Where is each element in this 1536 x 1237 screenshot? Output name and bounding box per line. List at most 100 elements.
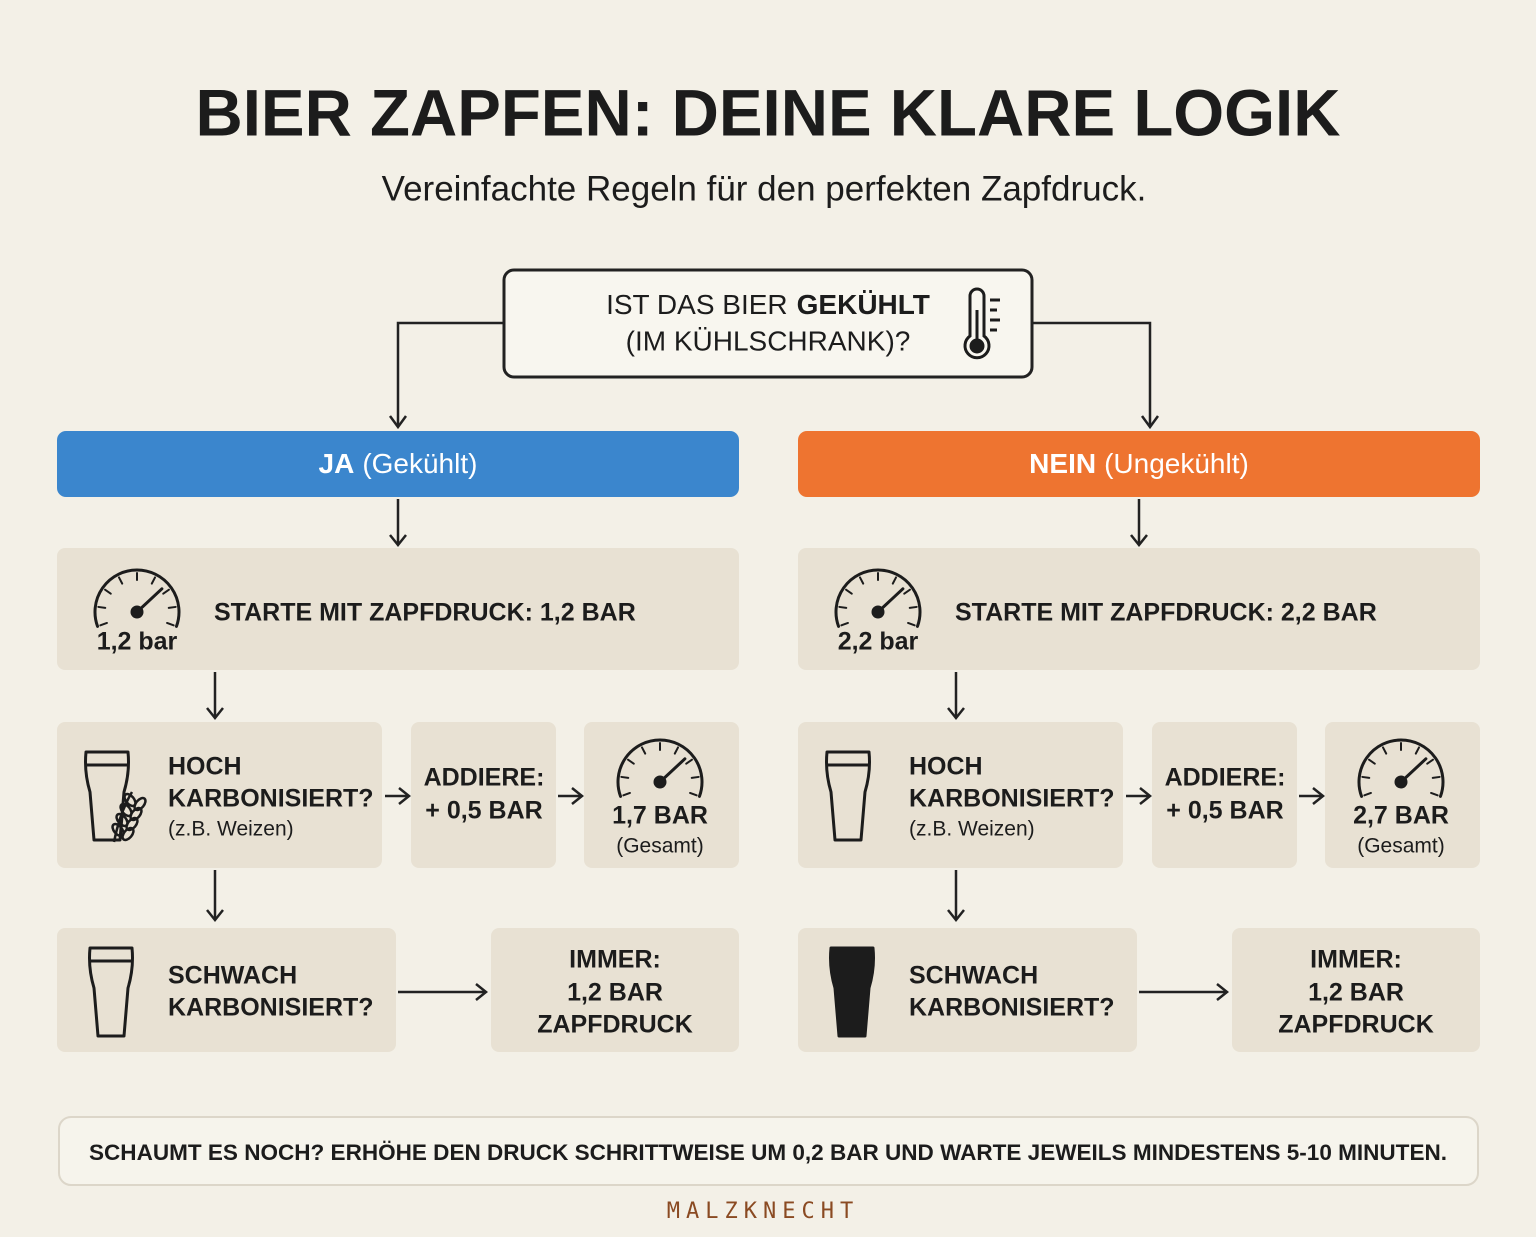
gauge-tick xyxy=(891,576,898,585)
thermometer-icon xyxy=(963,287,1000,360)
arrow xyxy=(947,672,965,721)
gauge-tick xyxy=(166,621,175,627)
gauge-tick xyxy=(104,588,112,595)
gauge-tick xyxy=(1361,775,1371,779)
low-box xyxy=(57,928,396,1052)
gauge-tick xyxy=(1368,758,1376,765)
total-box xyxy=(584,722,739,868)
gauge-tick xyxy=(1381,746,1388,755)
branch-label: JA (Gekühlt) xyxy=(319,448,478,479)
glass-body xyxy=(88,946,134,1038)
branch-label: NEIN (Ungekühlt) xyxy=(1029,448,1249,479)
gauge-tick xyxy=(907,621,916,627)
glass-icon xyxy=(88,946,134,1038)
branch-label-text: (Ungekühlt) xyxy=(1104,448,1249,479)
arrow xyxy=(947,870,965,923)
branch-label-bold: JA xyxy=(319,448,355,479)
always-text: ZAPFDRUCK xyxy=(537,1011,693,1039)
gauge-label: 2,2 bar xyxy=(838,628,919,656)
branch-label-text: (Gekühlt) xyxy=(362,448,477,479)
gauge-tick xyxy=(99,621,108,627)
arrow-head xyxy=(206,707,224,721)
arrow-head xyxy=(398,787,412,805)
glass-icon xyxy=(84,750,130,842)
branch-banner xyxy=(57,431,739,497)
gauge-arc xyxy=(1357,738,1445,798)
gauge-tick xyxy=(838,605,848,609)
footer-note: SCHAUMT ES NOCH? ERHÖHE DEN DRUCK SCHRIT… xyxy=(89,1140,1447,1165)
question-line-1: IST DAS BIER GEKÜHLT xyxy=(606,289,930,320)
always-text: 1,2 BAR xyxy=(1308,979,1404,1007)
question-line-2: (IM KÜHLSCHRANK)? xyxy=(626,325,911,356)
low-box xyxy=(798,928,1137,1052)
arrow-head xyxy=(1139,787,1153,805)
arrow xyxy=(558,787,585,805)
question-connectors xyxy=(388,321,1160,430)
gauge-tick xyxy=(845,588,853,595)
subtitle: Vereinfachte Regeln für den perfekten Za… xyxy=(382,169,1147,208)
title: BIER ZAPFEN: DEINE KLARE LOGIK xyxy=(196,75,1341,149)
wheat-icon xyxy=(111,791,147,843)
start-text: STARTE MIT ZAPFDRUCK: 1,2 BAR xyxy=(214,599,636,627)
total-note: (Gesamt) xyxy=(1357,835,1445,858)
gauge-tick xyxy=(1430,791,1439,797)
gauge-tick xyxy=(903,588,911,595)
arrow xyxy=(398,983,489,1001)
start-box xyxy=(798,548,1480,670)
high-title: HOCH xyxy=(909,753,983,781)
low-title: SCHWACH xyxy=(168,962,297,990)
total-value: 1,7 BAR xyxy=(612,802,708,830)
gauge-tick xyxy=(908,605,918,609)
gauge-tick xyxy=(167,605,177,609)
arrow-head xyxy=(1216,983,1230,1001)
total-note: (Gesamt) xyxy=(616,835,704,858)
gauge-icon xyxy=(93,568,181,628)
gauge-hub xyxy=(653,775,667,789)
always-box xyxy=(491,928,739,1052)
arrow xyxy=(206,870,224,923)
gauge-label: 1,2 bar xyxy=(97,628,178,656)
arrow xyxy=(1139,983,1230,1001)
gauge-arc xyxy=(93,568,181,628)
gauge-tick xyxy=(840,621,849,627)
total-box xyxy=(1325,722,1480,868)
gauge-tick xyxy=(690,775,700,779)
low-title: KARBONISIERT? xyxy=(168,994,374,1022)
high-title: KARBONISIERT? xyxy=(909,785,1115,813)
high-box xyxy=(798,722,1123,868)
gauge-icon xyxy=(1357,738,1445,798)
gauge-hub xyxy=(1394,775,1408,789)
add-box xyxy=(411,722,556,868)
gauge-tick xyxy=(97,605,107,609)
add-text: + 0,5 BAR xyxy=(425,797,542,825)
add-text: ADDIERE: xyxy=(1165,764,1286,792)
question-box xyxy=(502,268,1034,379)
gauge-hub xyxy=(130,605,144,619)
arrow-head xyxy=(947,909,965,923)
gauge-tick xyxy=(1414,746,1421,755)
gauge-tick xyxy=(689,791,698,797)
gauge-tick xyxy=(858,576,865,585)
start-box xyxy=(57,548,739,670)
gauge-tick xyxy=(627,758,635,765)
gauge-tick xyxy=(685,758,693,765)
high-title: KARBONISIERT? xyxy=(168,785,374,813)
gauge-arc xyxy=(616,738,704,798)
gauge-hub xyxy=(871,605,885,619)
arrow xyxy=(389,499,407,548)
footer-box xyxy=(58,1116,1479,1186)
gauge-tick xyxy=(622,791,631,797)
always-box xyxy=(1232,928,1480,1052)
question-text: IST DAS BIER xyxy=(606,289,788,320)
add-text: + 0,5 BAR xyxy=(1166,797,1283,825)
arrow xyxy=(385,787,412,805)
glass-body xyxy=(84,750,130,842)
low-title: KARBONISIERT? xyxy=(909,994,1115,1022)
arrow-head xyxy=(206,909,224,923)
high-box xyxy=(57,722,382,868)
arrow-head xyxy=(389,534,407,548)
question-bold: GEKÜHLT xyxy=(797,289,930,320)
glass-body xyxy=(829,946,875,1038)
